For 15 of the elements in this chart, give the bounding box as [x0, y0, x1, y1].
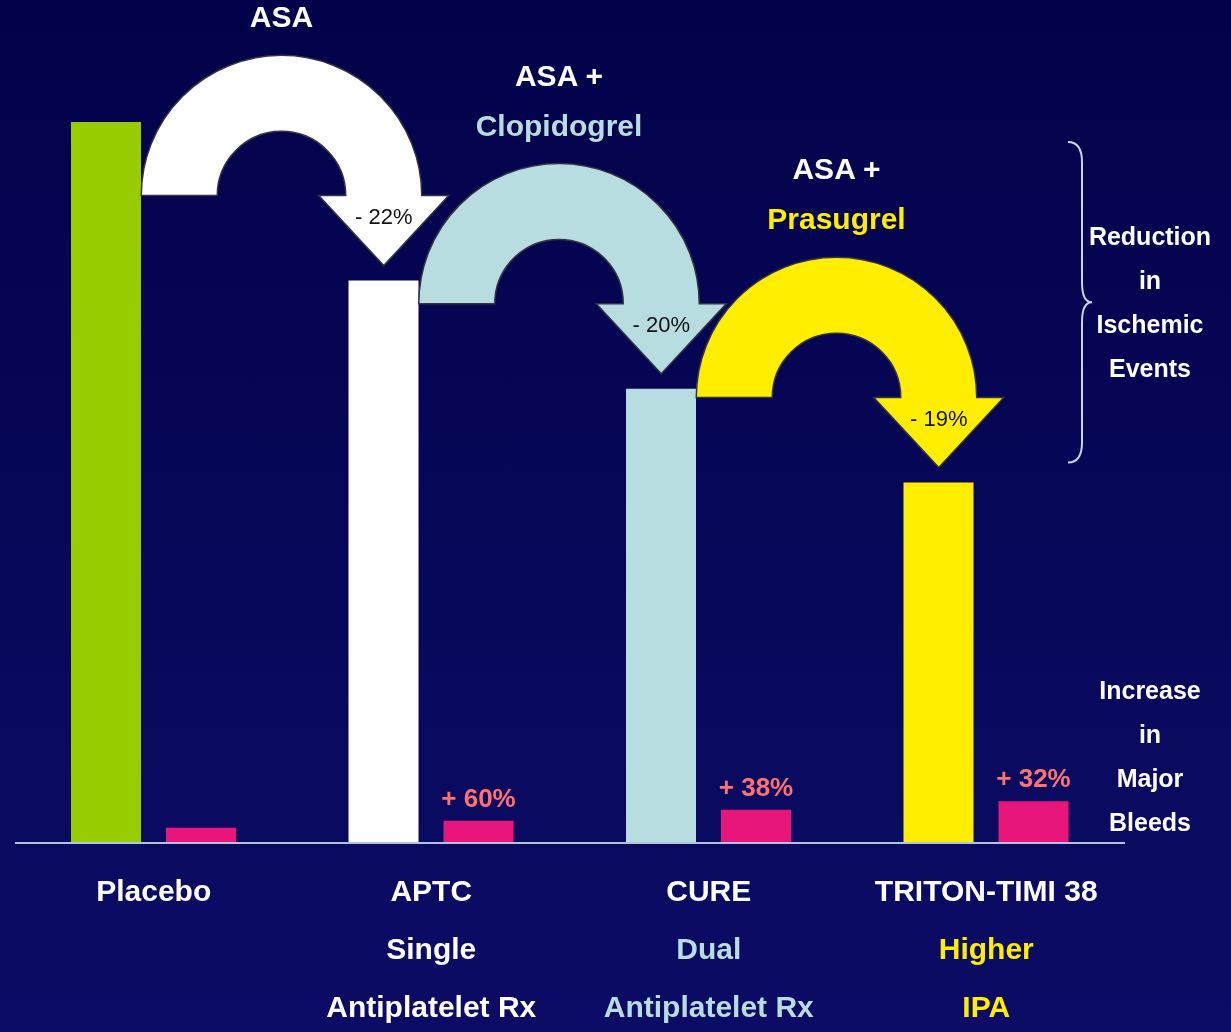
- annotation: Reduction in Ischemic Events: [1088, 222, 1212, 383]
- annotation: ASA + Prasugrel: [767, 152, 906, 236]
- annotation: + 60%: [441, 782, 516, 813]
- annotation: - 19%: [910, 405, 968, 431]
- annotation: Increase in Major Bleeds: [1099, 676, 1201, 836]
- x-tick-label: APTC Single Antiplatelet Rx: [326, 874, 537, 1023]
- annotation: + 32%: [996, 763, 1071, 794]
- x-tick-label: CURE Dual Antiplatelet Rx: [603, 874, 815, 1023]
- text: ASA: [249, 0, 314, 34]
- x-tick-label: TRITON-TIMI 38 Higher IPA: [874, 874, 1098, 1023]
- annotation: ASA + Clopidogrel: [475, 58, 643, 142]
- x-tick-label: Placebo: [96, 874, 212, 907]
- annotation: - 22%: [355, 203, 413, 229]
- annotation: - 20%: [632, 311, 690, 337]
- annotation: + 38%: [718, 771, 794, 802]
